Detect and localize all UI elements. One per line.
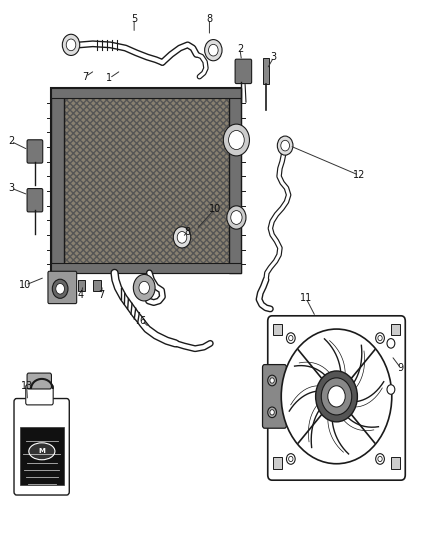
Text: M: M [39,448,45,454]
Text: 6: 6 [139,316,145,326]
Circle shape [328,386,345,407]
Circle shape [289,335,293,341]
Circle shape [321,378,352,415]
Circle shape [133,274,155,301]
Text: 4: 4 [78,289,84,300]
Text: 7: 7 [99,289,105,300]
Text: 9: 9 [398,364,404,373]
FancyBboxPatch shape [26,385,53,405]
Bar [51,88,64,273]
Text: 3: 3 [8,183,14,193]
Text: 7: 7 [82,71,88,82]
Bar [51,88,241,273]
Circle shape [387,338,395,348]
Circle shape [286,454,295,464]
Text: 1: 1 [106,73,113,83]
FancyBboxPatch shape [27,189,43,212]
Text: 12: 12 [353,171,365,180]
Text: 3: 3 [271,52,277,62]
Bar [51,263,241,273]
FancyBboxPatch shape [27,140,43,163]
Circle shape [173,227,191,248]
Circle shape [281,140,290,151]
Bar [391,457,400,469]
Bar [272,324,282,335]
Circle shape [289,456,293,462]
Circle shape [231,211,242,224]
Text: 11: 11 [300,293,312,303]
FancyBboxPatch shape [262,365,286,428]
Circle shape [56,284,64,294]
Circle shape [223,124,250,156]
Circle shape [208,44,218,56]
Bar [263,58,269,84]
Bar [272,457,282,469]
Text: 2: 2 [237,44,243,54]
Text: 5: 5 [131,14,137,24]
FancyBboxPatch shape [14,399,69,495]
Circle shape [281,329,392,464]
Circle shape [177,231,187,243]
Text: 13: 13 [21,381,33,391]
Bar [391,324,400,335]
Circle shape [270,410,274,415]
Text: 2: 2 [8,136,14,147]
Circle shape [66,39,76,51]
Circle shape [205,39,222,61]
Circle shape [376,333,385,343]
Circle shape [62,34,80,55]
Bar [20,427,64,486]
FancyBboxPatch shape [235,59,252,84]
Circle shape [270,378,274,383]
Ellipse shape [29,443,55,460]
Circle shape [268,407,276,418]
Circle shape [227,206,246,229]
Bar [57,95,236,266]
Text: 8: 8 [206,14,212,24]
FancyBboxPatch shape [48,271,77,304]
Circle shape [52,279,68,298]
FancyBboxPatch shape [268,316,405,480]
Circle shape [229,131,244,150]
FancyBboxPatch shape [27,373,51,389]
Bar [229,88,241,273]
Text: 8: 8 [184,227,190,237]
Circle shape [387,385,395,394]
Circle shape [378,456,382,462]
Circle shape [316,371,357,422]
Bar [78,280,85,292]
Circle shape [139,281,149,294]
Circle shape [378,335,382,341]
Circle shape [277,136,293,155]
Text: 10: 10 [208,204,221,214]
Text: 10: 10 [19,280,32,290]
Circle shape [376,454,385,464]
Circle shape [268,375,276,386]
Circle shape [286,333,295,343]
Bar [51,88,241,98]
Bar [93,280,101,292]
